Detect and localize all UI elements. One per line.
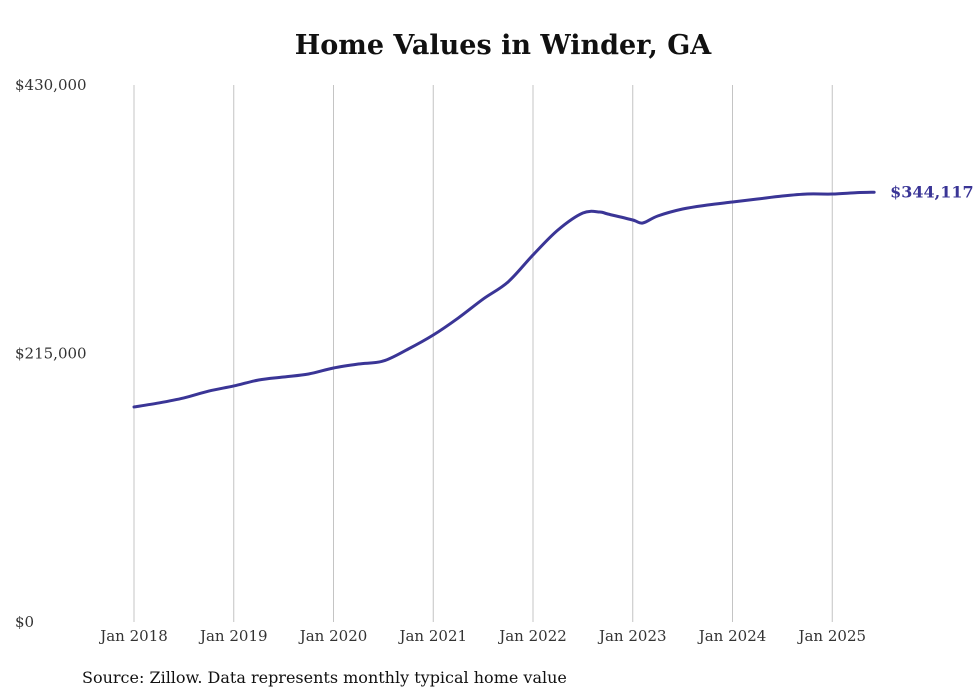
x-tick-label: Jan 2024	[697, 627, 767, 645]
x-tick-label: Jan 2023	[597, 627, 667, 645]
source-note: Source: Zillow. Data represents monthly …	[82, 668, 567, 687]
x-tick-label: Jan 2019	[198, 627, 268, 645]
series-line	[132, 190, 876, 409]
y-tick-label: $430,000	[15, 76, 87, 94]
y-tick-label: $0	[15, 613, 34, 631]
x-tick-label: Jan 2025	[796, 627, 866, 645]
y-tick-label: $215,000	[15, 345, 87, 363]
x-tick-label: Jan 2018	[98, 627, 168, 645]
x-tick-label: Jan 2022	[497, 627, 567, 645]
end-value-label: $344,117	[890, 182, 974, 201]
x-tick-label: Jan 2021	[397, 627, 467, 645]
chart-title: Home Values in Winder, GA	[294, 30, 712, 61]
x-tick-label: Jan 2020	[298, 627, 368, 645]
